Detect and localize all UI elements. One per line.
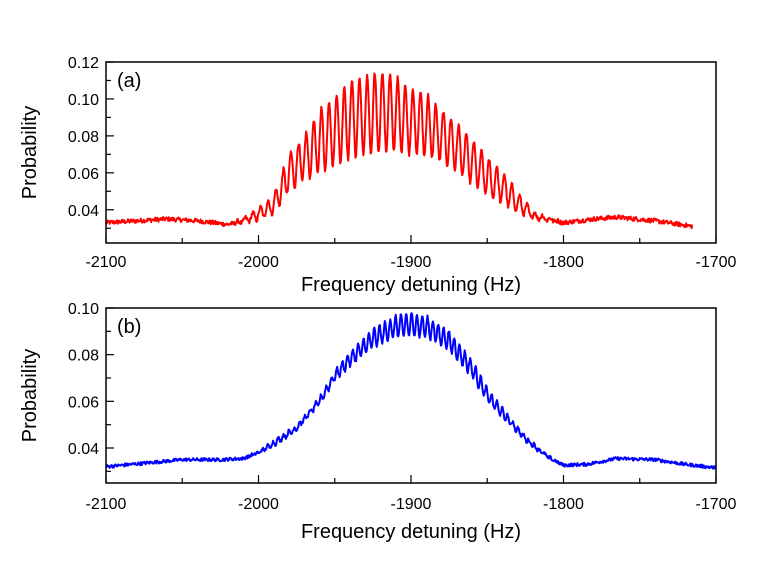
y-axis-title: Probability	[19, 349, 41, 442]
y-tick-label: 0.06	[68, 166, 99, 183]
x-axis-title: Frequency detuning (Hz)	[301, 274, 521, 296]
y-tick-label: 0.04	[68, 203, 99, 220]
x-tick-label: -1800	[543, 496, 584, 513]
x-axis-title: Frequency detuning (Hz)	[301, 521, 521, 543]
y-tick-label: 0.10	[68, 92, 99, 109]
x-tick-label: -1700	[696, 496, 737, 513]
y-axis-title: Probability	[19, 106, 41, 199]
x-tick-label: -2100	[86, 254, 127, 271]
data-line	[105, 72, 694, 230]
y-tick-label: 0.10	[68, 301, 99, 318]
y-tick-label: 0.06	[68, 394, 99, 411]
x-tick-label: -1700	[696, 254, 737, 271]
plot-frame	[105, 61, 717, 244]
panel-b: -2100 -2000 -1900 -1800 -1700 0.04 0.06 0.08 0.1…	[19, 301, 737, 543]
x-tick-label: -2000	[238, 496, 279, 513]
x-tick-label: -1900	[391, 496, 432, 513]
data-line	[105, 312, 717, 470]
x-tick-label: -2000	[238, 254, 279, 271]
panel-a: -2100 -2000 -1900 -1800 -1700 0.04 0.06 0.08 0.1…	[19, 55, 737, 296]
panel-label: (a)	[117, 70, 141, 92]
y-tick-label: 0.08	[68, 129, 99, 146]
x-tick-label: -1900	[391, 254, 432, 271]
panel-label: (b)	[117, 316, 141, 338]
y-tick-label: 0.12	[68, 55, 99, 72]
y-tick-label: 0.04	[68, 441, 99, 458]
y-tick-label: 0.08	[68, 348, 99, 365]
x-tick-label: -1800	[543, 254, 584, 271]
x-tick-label: -2100	[86, 496, 127, 513]
